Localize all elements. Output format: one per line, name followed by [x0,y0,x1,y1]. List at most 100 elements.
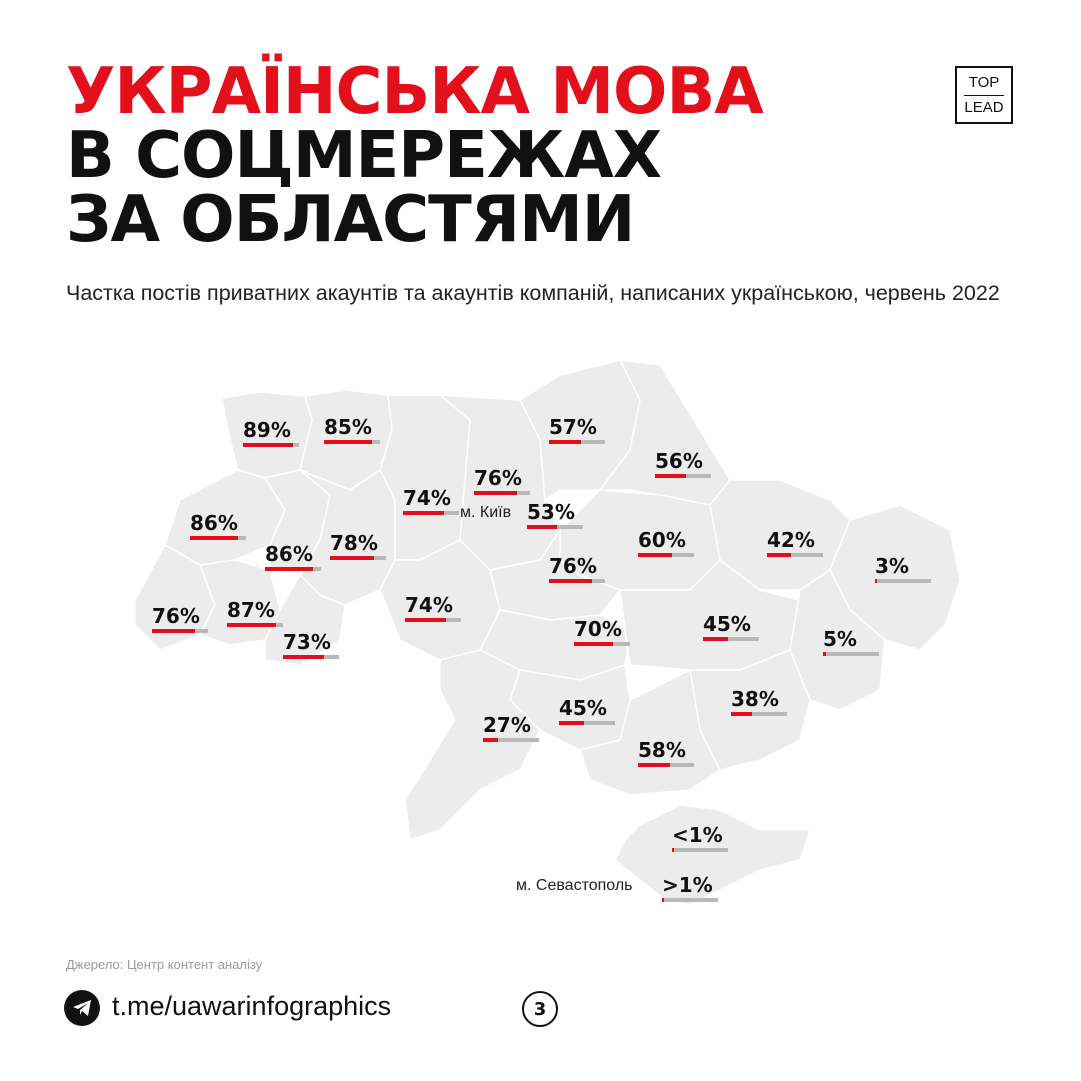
region-share-bar [672,848,728,852]
region-share-bar [662,898,718,902]
region-label-donetsk: 5% [823,628,879,656]
region-share-bar-fill [152,629,195,633]
region-share-bar-fill [549,440,581,444]
region-share-bar [265,567,321,571]
region-value: 3% [875,554,909,578]
region-label-volyn: 89% [243,419,299,447]
region-share-bar [823,652,879,656]
region-label-chernihiv: 57% [549,416,605,444]
map-region-odesa [404,649,541,841]
region-value: 42% [767,528,815,552]
sevastopol-label: м. Севастополь [516,877,633,894]
region-share-bar-fill [243,443,293,447]
region-share-bar-fill [227,623,276,627]
region-share-bar [474,491,530,495]
region-share-bar [767,553,823,557]
region-label-khmelnytskyi: 78% [330,532,386,560]
region-share-bar-fill [324,440,372,444]
region-value: 76% [549,554,597,578]
map-region-crimea [614,804,811,906]
region-share-bar-fill [767,553,791,557]
telegram-plane-glyph [73,1000,91,1016]
toplead-logo: TOP LEAD [955,66,1013,124]
region-label-kirovohrad: 70% [574,618,630,646]
region-share-bar [875,579,931,583]
logo-top-text: TOP [968,74,1000,91]
region-share-bar-fill [638,763,671,767]
region-label-lviv: 86% [190,512,246,540]
logo-divider [964,94,1004,96]
region-share-bar-fill [483,738,499,742]
subtitle: Частка постів приватних акаунтів та акау… [66,281,1000,305]
region-label-dnipropetrovsk: 45% [703,613,759,641]
region-share-bar-fill [549,579,592,583]
region-share-bar-fill [403,511,445,515]
region-label-cherkasy: 76% [549,555,605,583]
region-share-bar [703,637,759,641]
telegram-link[interactable]: t.me/uawarinfographics [112,991,392,1021]
region-value: >1% [662,873,713,897]
region-label-zakarpattia: 76% [152,605,208,633]
region-label-mykolaiv: 45% [559,697,615,725]
logo-bottom-text: LEAD [964,98,1004,116]
region-share-bar [483,738,539,742]
region-value: 27% [483,713,531,737]
region-label-crimea: <1% [672,824,728,852]
region-value: 86% [190,511,238,535]
region-label-vinnytsia: 74% [405,594,461,622]
region-value: <1% [672,823,723,847]
region-label-kyiv-city: 53% [527,501,583,529]
region-share-bar [190,536,246,540]
map-region-khmelnytskyi [299,469,396,606]
region-value: 87% [227,598,275,622]
region-value: 5% [823,627,857,651]
region-label-kyiv-oblast: 76% [474,467,530,495]
region-share-bar [638,553,694,557]
region-label-zhytomyr: 74% [403,487,459,515]
region-share-bar [330,556,386,560]
region-share-bar-fill [672,848,674,852]
title-line-3: ЗА ОБЛАСТЯМИ [66,183,635,257]
region-share-bar-fill [265,567,314,571]
region-share-bar [549,440,605,444]
region-value: 57% [549,415,597,439]
region-share-bar-fill [638,553,672,557]
telegram-icon[interactable] [64,990,100,1026]
region-value: 58% [638,738,686,762]
ukraine-map [134,359,961,906]
source-note: Джерело: Центр контент аналізу [66,957,263,972]
region-label-poltava: 60% [638,529,694,557]
region-value: 56% [655,449,703,473]
region-share-bar-fill [405,618,447,622]
region-value: 78% [330,531,378,555]
region-value: 74% [405,593,453,617]
region-share-bar [549,579,605,583]
region-label-kherson: 58% [638,739,694,767]
region-value: 70% [574,617,622,641]
region-label-ivano-frankivsk: 87% [227,599,283,627]
region-value: 73% [283,630,331,654]
region-share-bar [324,440,380,444]
region-share-bar [559,721,615,725]
region-value: 45% [559,696,607,720]
title-line-1: УКРАЇНСЬКА МОВА [66,55,764,129]
region-share-bar [731,712,787,716]
region-share-bar-fill [559,721,585,725]
region-label-kharkiv: 42% [767,529,823,557]
region-share-bar-fill [474,491,517,495]
region-share-bar [243,443,299,447]
region-share-bar [638,763,694,767]
region-value: 85% [324,415,372,439]
region-share-bar-fill [875,579,877,583]
region-share-bar [527,525,583,529]
region-share-bar [227,623,283,627]
region-share-bar-fill [527,525,557,529]
region-share-bar-fill [823,652,826,656]
page-number: 3 [522,991,558,1027]
region-value: 60% [638,528,686,552]
region-label-rivne: 85% [324,416,380,444]
region-value: 45% [703,612,751,636]
region-share-bar-fill [731,712,753,716]
region-label-sevastopol: >1% [662,874,718,902]
region-share-bar [152,629,208,633]
